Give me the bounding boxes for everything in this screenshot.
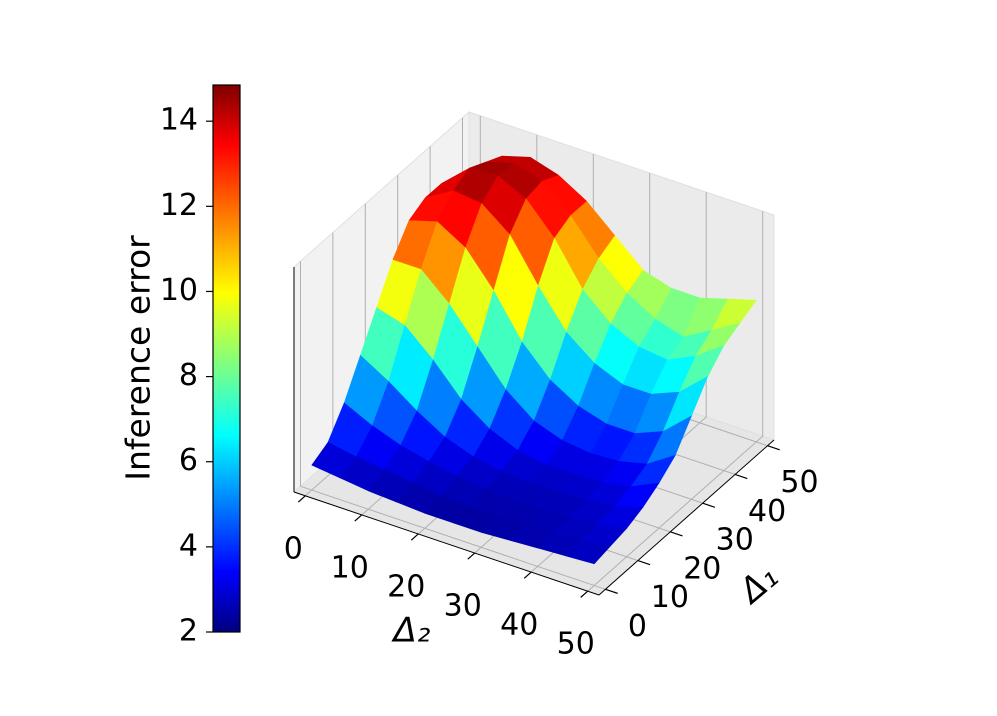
y-tick-label: 0 bbox=[628, 609, 647, 644]
colorbar bbox=[212, 84, 241, 633]
x-axis-label: Δ₂ bbox=[391, 611, 431, 651]
axis-line bbox=[293, 491, 600, 596]
y-tick bbox=[734, 473, 748, 480]
colorbar-tick-label: 8 bbox=[179, 358, 198, 393]
y-tick-label: 50 bbox=[780, 465, 818, 500]
colorbar-tick-label: 12 bbox=[160, 188, 198, 223]
x-tick bbox=[467, 552, 476, 560]
colorbar-tick-label: 2 bbox=[179, 614, 198, 649]
x-tick-label: 30 bbox=[444, 589, 482, 624]
x-tick-label: 0 bbox=[284, 531, 303, 566]
x-tick-label: 40 bbox=[500, 608, 538, 643]
x-tick-label: 10 bbox=[331, 550, 369, 585]
y-tick-label: 40 bbox=[748, 494, 786, 529]
colorbar-tick-label: 10 bbox=[160, 273, 198, 308]
y-tick-label: 30 bbox=[716, 523, 754, 558]
x-tick bbox=[297, 495, 306, 503]
x-tick-label: 50 bbox=[557, 627, 595, 662]
x-tick bbox=[523, 571, 532, 579]
y-tick-label: 10 bbox=[651, 580, 689, 615]
x-tick bbox=[410, 533, 419, 541]
colorbar-label: Inference error bbox=[119, 235, 158, 481]
x-tick-label: 20 bbox=[387, 569, 425, 604]
y-tick bbox=[670, 531, 683, 537]
y-tick bbox=[605, 588, 618, 594]
colorbar-tick-label: 4 bbox=[179, 528, 198, 563]
y-tick bbox=[702, 502, 716, 508]
x-tick bbox=[580, 590, 589, 598]
colorbar-tick-label: 14 bbox=[160, 103, 198, 138]
grid-line bbox=[587, 211, 764, 592]
y-axis-label: Δ₁ bbox=[730, 557, 786, 613]
surface-patch bbox=[565, 539, 611, 565]
axis-line bbox=[598, 439, 775, 596]
y-tick bbox=[767, 445, 780, 451]
y-tick-label: 20 bbox=[683, 551, 721, 586]
colorbar-tick-label: 6 bbox=[179, 443, 198, 478]
x-tick bbox=[354, 514, 363, 522]
grid-line bbox=[300, 261, 606, 590]
y-tick bbox=[637, 559, 651, 566]
